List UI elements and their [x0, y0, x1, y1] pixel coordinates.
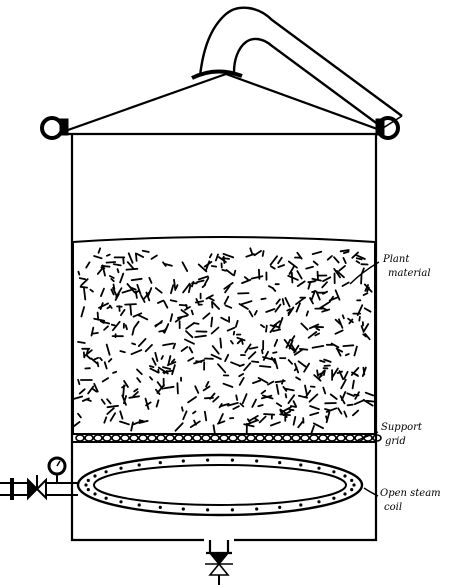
label-support-grid: Support grid — [381, 422, 425, 447]
label-support-grid-line-2: grid — [385, 436, 406, 447]
still-lid — [66, 72, 382, 136]
label-support-grid-line-1: Support — [381, 422, 423, 433]
steam-valve-icon — [27, 475, 47, 501]
drain-valve-icon — [205, 540, 233, 585]
label-steam-coil: Open steam coil — [380, 488, 444, 513]
clamp-ring-right — [375, 116, 400, 140]
label-plant-material-line-2: material — [388, 268, 431, 279]
leader-lines — [349, 261, 380, 497]
label-plant-material-line-1: Plant — [382, 254, 410, 265]
plant-material-charge — [71, 236, 376, 436]
gooseneck-outlet — [191, 6, 403, 129]
open-steam-coil — [76, 453, 364, 517]
support-grid — [73, 433, 382, 443]
label-steam-coil-line-2: coil — [384, 502, 402, 513]
label-plant-material: Plant material — [382, 254, 431, 279]
label-steam-coil-line-1: Open steam — [380, 488, 441, 499]
steam-inlet — [0, 478, 78, 500]
clamp-ring-left — [40, 116, 69, 140]
pressure-gauge-icon — [47, 456, 67, 483]
